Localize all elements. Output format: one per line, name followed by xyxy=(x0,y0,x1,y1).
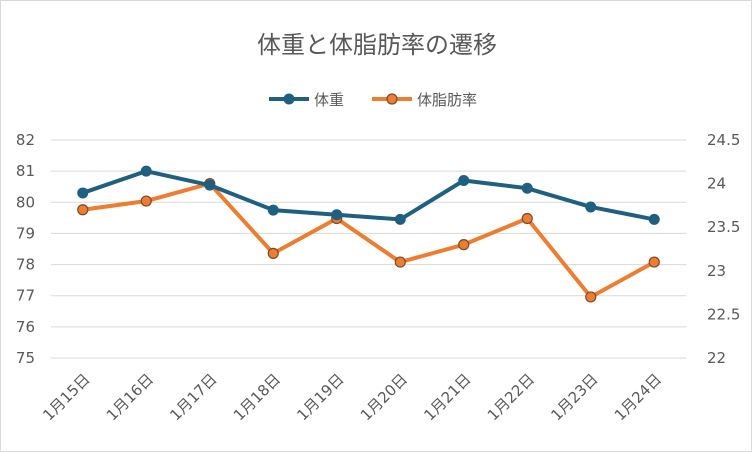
right-axis-tick-label: 23 xyxy=(707,262,726,280)
data-point-weight xyxy=(77,187,89,199)
data-point-body-fat xyxy=(77,204,89,216)
right-axis-ticks: 22 22.5 23 23.5 24 24.5 xyxy=(707,131,740,367)
right-axis-tick-label: 24 xyxy=(707,175,726,193)
x-axis-tick-label: 1月23日 xyxy=(547,370,601,424)
data-point-body-fat xyxy=(140,195,152,207)
legend-item-body-fat: 体脂肪率 xyxy=(372,91,477,109)
data-point-body-fat xyxy=(394,256,406,268)
data-point-weight xyxy=(204,179,216,191)
legend-marker-weight xyxy=(283,93,295,105)
legend-marker-body-fat xyxy=(386,93,398,105)
x-axis-tick-label: 1月24日 xyxy=(611,370,665,424)
left-axis-tick-label: 81 xyxy=(16,162,35,180)
left-axis-tick-label: 75 xyxy=(16,349,35,367)
data-point-body-fat xyxy=(648,256,660,268)
left-axis-tick-label: 76 xyxy=(16,318,35,336)
data-point-weight xyxy=(394,213,406,225)
right-axis-tick-label: 22.5 xyxy=(707,305,740,323)
left-axis-tick-label: 82 xyxy=(16,131,35,149)
data-point-weight xyxy=(585,201,597,213)
right-axis-tick-label: 23.5 xyxy=(707,218,740,236)
x-axis-tick-label: 1月20日 xyxy=(357,370,411,424)
data-point-weight xyxy=(267,204,279,216)
x-axis-tick-label: 1月16日 xyxy=(103,370,157,424)
legend-label-weight: 体重 xyxy=(314,91,344,109)
right-axis-tick-label: 22 xyxy=(707,349,726,367)
series-line-body-fat xyxy=(80,181,657,299)
data-point-body-fat xyxy=(521,212,533,225)
legend-item-weight: 体重 xyxy=(269,91,344,109)
x-axis-tick-label: 1月15日 xyxy=(39,370,93,424)
x-axis-ticks: 1月15日 1月16日 1月17日 1月18日 1月19日 1月20日 1月21日 1月22日… xyxy=(39,370,665,424)
right-axis-tick-label: 24.5 xyxy=(707,131,740,149)
gridlines xyxy=(51,139,686,359)
series-layer xyxy=(77,165,660,303)
data-point-body-fat xyxy=(267,247,279,259)
data-point-weight xyxy=(648,213,660,225)
x-axis-tick-label: 1月21日 xyxy=(420,370,474,424)
legend: 体重 体脂肪率 xyxy=(269,91,477,109)
left-axis-tick-label: 80 xyxy=(16,193,35,211)
data-point-weight xyxy=(331,209,343,221)
x-axis-tick-label: 1月22日 xyxy=(484,370,538,424)
left-axis-tick-label: 78 xyxy=(16,256,35,274)
data-point-weight xyxy=(458,174,470,186)
data-point-body-fat xyxy=(585,291,597,303)
chart-title: 体重と体脂肪率の遷移 xyxy=(257,31,497,59)
series-line-weight xyxy=(80,169,657,222)
x-axis-tick-label: 1月19日 xyxy=(293,370,347,424)
data-point-weight xyxy=(521,182,533,194)
left-axis-ticks: 75 76 77 78 79 80 81 82 xyxy=(16,131,35,367)
left-axis-tick-label: 79 xyxy=(16,224,35,242)
x-axis-tick-label: 1月18日 xyxy=(230,370,284,424)
data-point-weight xyxy=(140,165,152,177)
legend-label-body-fat: 体脂肪率 xyxy=(417,91,477,109)
x-axis-tick-label: 1月17日 xyxy=(166,370,220,424)
left-axis-tick-label: 77 xyxy=(16,287,35,305)
data-point-body-fat xyxy=(458,239,470,251)
